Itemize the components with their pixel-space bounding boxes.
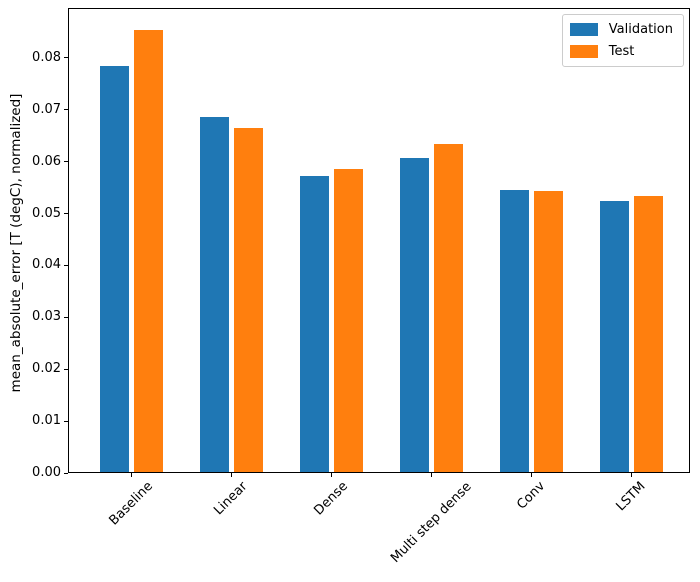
y-tick-label: 0.05 <box>32 205 61 221</box>
legend-label-validation: Validation <box>608 22 673 37</box>
x-tick-mark <box>130 473 132 477</box>
bar-test-multi-step-dense <box>433 143 463 473</box>
y-tick-label: 0.03 <box>32 309 61 325</box>
x-tick-label-lstm: LSTM <box>612 479 649 515</box>
bar-validation-lstm <box>599 201 629 473</box>
y-tick-label: 0.08 <box>32 49 61 65</box>
bar-validation-multi-step-dense <box>399 158 429 473</box>
x-tick-label-conv: Conv <box>513 478 548 513</box>
x-tick-label-dense: Dense <box>310 479 351 519</box>
x-tick-mark <box>630 473 632 477</box>
legend-swatch-validation <box>569 23 598 36</box>
x-tick-label-linear: Linear <box>211 478 251 519</box>
x-tick-label-baseline: Baseline <box>105 478 156 529</box>
x-tick-mark <box>330 473 332 477</box>
y-tick-label: 0.02 <box>32 361 61 377</box>
x-tick-mark <box>230 473 232 477</box>
bar-validation-linear <box>199 116 229 473</box>
bar-test-dense <box>333 169 363 473</box>
y-tick-label: 0.06 <box>32 153 61 169</box>
bar-validation-dense <box>299 175 329 473</box>
y-tick-mark <box>64 368 68 370</box>
legend-item-validation: Validation <box>569 22 673 37</box>
x-tick-mark <box>530 473 532 477</box>
bar-test-lstm <box>633 195 663 473</box>
bar-test-baseline <box>133 30 163 473</box>
legend-item-test: Test <box>569 44 673 59</box>
legend-label-test: Test <box>608 44 635 59</box>
legend-swatch-test <box>569 45 598 58</box>
y-tick-mark <box>64 109 68 111</box>
y-axis-label: mean_absolute_error [T (degC), normalize… <box>8 93 24 393</box>
y-tick-label: 0.04 <box>32 257 61 273</box>
y-tick-mark <box>64 420 68 422</box>
y-tick-mark <box>64 161 68 163</box>
y-tick-mark <box>64 264 68 266</box>
y-tick-mark <box>64 57 68 59</box>
bar-validation-conv <box>499 189 529 473</box>
y-tick-mark <box>64 316 68 318</box>
x-tick-label-multi-step-dense: Multi step dense <box>387 478 475 566</box>
x-tick-mark <box>430 473 432 477</box>
legend: Validation Test <box>561 14 684 67</box>
y-tick-label: 0.07 <box>32 101 61 117</box>
bar-test-conv <box>533 190 563 473</box>
bar-test-linear <box>233 128 263 473</box>
y-tick-label: 0.01 <box>32 413 61 429</box>
y-tick-label: 0.00 <box>32 465 61 480</box>
bar-validation-baseline <box>99 65 129 473</box>
y-tick-mark <box>64 213 68 214</box>
y-tick-mark <box>64 472 68 474</box>
